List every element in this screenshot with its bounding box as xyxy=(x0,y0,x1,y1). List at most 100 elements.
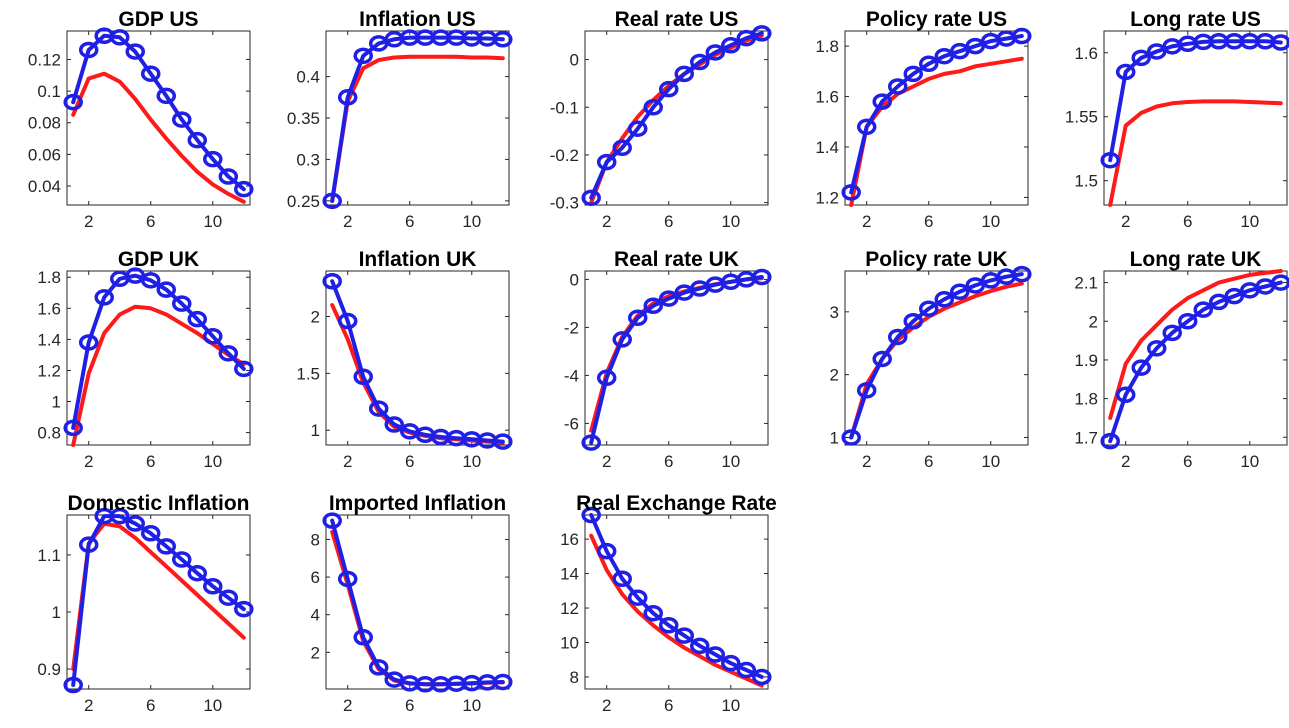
y-tick-label: 2 xyxy=(830,366,839,385)
data-point xyxy=(337,89,358,106)
x-tick-label: 10 xyxy=(721,212,740,231)
data-point xyxy=(643,604,663,622)
x-tick-label: 6 xyxy=(1183,452,1192,471)
x-tick-label: 2 xyxy=(862,452,871,471)
data-point xyxy=(234,180,254,198)
data-point xyxy=(337,312,358,330)
x-tick-label: 6 xyxy=(664,696,673,715)
y-tick-label: 0.04 xyxy=(28,177,61,196)
data-point xyxy=(140,525,161,542)
data-point xyxy=(856,382,877,399)
y-tick-label: 1.2 xyxy=(815,188,839,207)
x-tick-label: 2 xyxy=(84,452,93,471)
data-point xyxy=(353,47,373,65)
data-point xyxy=(384,416,404,433)
data-point xyxy=(1209,293,1229,311)
x-tick-label: 10 xyxy=(462,696,481,715)
y-tick-label: 0.8 xyxy=(37,424,61,443)
data-point xyxy=(187,131,208,149)
x-tick-label: 10 xyxy=(981,452,1000,471)
y-tick-label: 2 xyxy=(1089,312,1098,331)
data-point xyxy=(172,295,192,312)
x-tick-label: 2 xyxy=(84,696,93,715)
y-tick-label: 1.6 xyxy=(37,299,61,318)
data-point xyxy=(218,589,239,606)
data-point xyxy=(203,578,223,595)
panel-title: Inflation US xyxy=(359,8,476,31)
data-point xyxy=(203,328,223,345)
y-tick-label: -4 xyxy=(564,366,579,385)
model-line xyxy=(589,533,764,688)
y-tick-label: 0.35 xyxy=(287,109,320,128)
data-point xyxy=(872,93,892,110)
y-tick-label: 1.8 xyxy=(37,268,61,287)
model-line xyxy=(71,304,246,447)
data-point xyxy=(78,536,99,553)
y-tick-label: 2.1 xyxy=(1074,274,1098,293)
panel-title: Long rate US xyxy=(1130,8,1261,31)
panel-title: Policy rate US xyxy=(866,8,1007,31)
y-tick-label: -0.1 xyxy=(550,98,579,117)
y-tick-label: 1.8 xyxy=(815,37,839,56)
data-point xyxy=(1100,432,1120,450)
y-tick-label: 1.6 xyxy=(815,88,839,107)
y-tick-label: -0.2 xyxy=(550,146,579,165)
y-tick-label: 14 xyxy=(560,565,579,584)
data-point xyxy=(63,676,83,694)
y-tick-label: 0 xyxy=(570,270,579,289)
data-point xyxy=(109,29,130,46)
panel-title: Real rate UK xyxy=(614,248,739,271)
x-tick-label: 6 xyxy=(146,212,155,231)
data-point xyxy=(1100,151,1120,169)
x-tick-label: 2 xyxy=(343,452,352,471)
x-tick-label: 10 xyxy=(203,696,222,715)
data-point xyxy=(1162,324,1182,342)
data-point xyxy=(903,65,923,83)
data-point xyxy=(752,268,772,286)
y-tick-label: 1 xyxy=(830,428,839,447)
model-line xyxy=(71,71,246,204)
plot-area xyxy=(584,30,769,206)
data-point xyxy=(1177,313,1198,330)
x-tick-label: 2 xyxy=(602,696,611,715)
panel: 2 6 10 1.7 1.8 1.9 2 2.1 Long rate UK xyxy=(1074,248,1289,471)
panel: 2 6 10 2 4 6 8 Imported Inflation xyxy=(311,492,513,715)
panel: 2 6 10 0.8 1 1.2 1.4 1.6 1.8 GDP UK xyxy=(37,248,254,471)
data-point xyxy=(109,507,130,525)
panel: 2 6 10 -6 -4 -2 0 Real rate UK xyxy=(564,248,772,471)
model-line xyxy=(71,521,246,671)
data-point xyxy=(581,189,601,207)
y-tick-label: 3 xyxy=(830,303,839,322)
data-point xyxy=(140,65,161,82)
data-line xyxy=(71,33,246,192)
model-line xyxy=(1108,269,1283,420)
data-point xyxy=(658,290,679,307)
y-tick-label: 6 xyxy=(311,568,320,587)
data-point xyxy=(950,283,970,300)
panel-title: GDP UK xyxy=(118,248,199,271)
data-point xyxy=(63,93,83,111)
panel: 2 6 10 0.04 0.06 0.08 0.1 0.12 GDP US xyxy=(28,8,254,231)
plot-area xyxy=(1103,30,1288,206)
data-point xyxy=(368,659,389,676)
data-point xyxy=(218,345,239,362)
data-point xyxy=(705,646,726,663)
panel: 2 6 10 0.25 0.3 0.35 0.4 Inflation US xyxy=(287,8,513,231)
model-line xyxy=(330,54,505,203)
x-tick-label: 6 xyxy=(405,212,414,231)
data-point xyxy=(658,617,679,634)
data-point xyxy=(1146,340,1167,357)
y-tick-label: -2 xyxy=(564,318,579,337)
data-point xyxy=(581,434,601,451)
data-point xyxy=(337,570,358,588)
y-tick-label: 0.4 xyxy=(296,68,320,87)
data-point xyxy=(627,309,648,327)
data-point xyxy=(353,368,373,386)
y-tick-label: 1 xyxy=(311,421,320,440)
x-tick-label: 6 xyxy=(146,452,155,471)
y-tick-label: 1.55 xyxy=(1065,108,1098,127)
data-point xyxy=(674,627,695,644)
data-point xyxy=(1012,265,1032,283)
y-tick-label: 0.9 xyxy=(37,660,61,679)
